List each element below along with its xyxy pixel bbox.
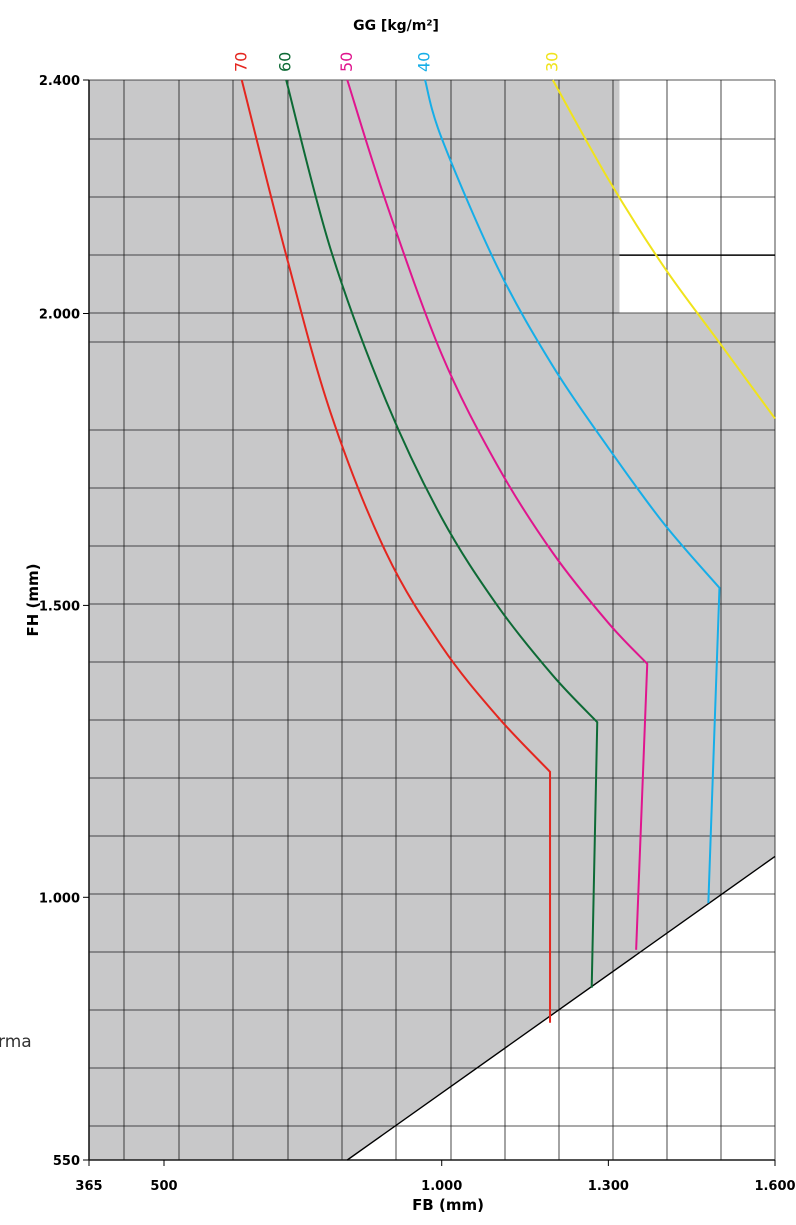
x-tick-label: 365 — [75, 1179, 102, 1194]
x-tick-label: 1.600 — [754, 1179, 795, 1194]
background-layer — [89, 80, 775, 1160]
boundary-line — [346, 855, 776, 1161]
x-axis-title: FB (mm) — [412, 1196, 484, 1214]
series-curve-40 — [424, 79, 721, 904]
series-curve-50 — [346, 79, 649, 950]
x-tick-label: 500 — [150, 1179, 177, 1194]
series-label-40: 40 — [415, 52, 434, 72]
x-tick-label: 1.000 — [421, 1179, 462, 1194]
y-tick-label: 550 — [53, 1154, 80, 1169]
y-tick-label: 1.000 — [39, 891, 80, 906]
series-label-60: 60 — [276, 52, 295, 72]
chart-title: GG [kg/m²] — [353, 18, 439, 34]
series-label-70: 70 — [231, 52, 250, 72]
cropped-text-fragment: rma — [0, 1032, 32, 1052]
y-axis-title: FH (mm) — [24, 564, 42, 637]
series-curve-60 — [285, 79, 599, 988]
series-curve-30 — [551, 79, 776, 420]
y-tick-label: 2.000 — [39, 308, 80, 323]
label-layer: 365 500 1.000 1.300 1.600 550 1.000 1.500 2.000 2… — [39, 52, 796, 1194]
series-curve-70 — [240, 79, 552, 1023]
series-label-30: 30 — [542, 52, 561, 72]
series-label-50: 50 — [337, 52, 356, 72]
y-tick-label: 2.400 — [39, 74, 80, 89]
x-tick-label: 1.300 — [588, 1179, 629, 1194]
y-tick-label: 1.500 — [39, 599, 80, 614]
series-layer — [240, 79, 776, 1161]
